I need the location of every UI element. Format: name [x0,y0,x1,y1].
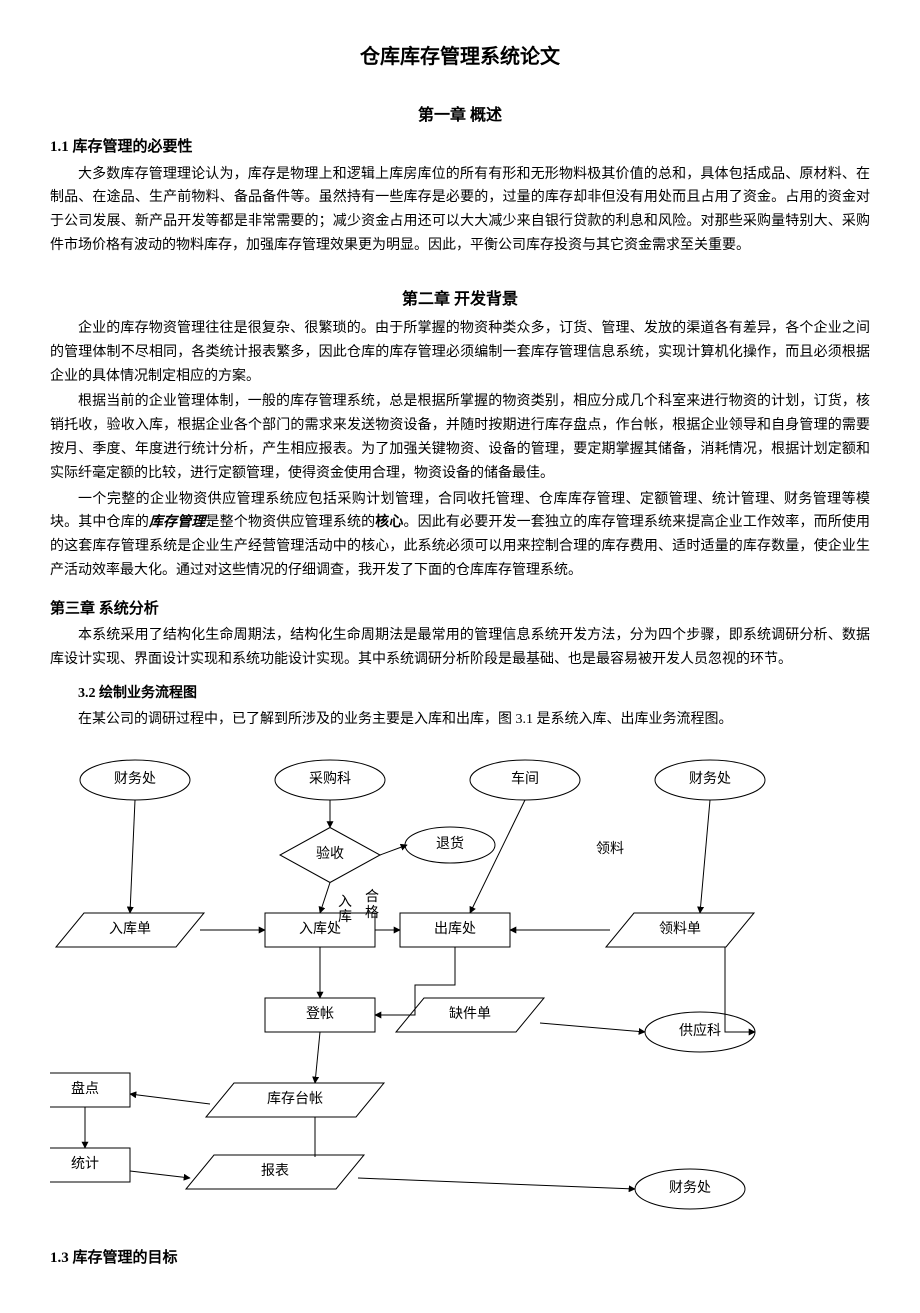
svg-text:盘点: 盘点 [71,1080,99,1097]
svg-text:入: 入 [338,895,352,910]
svg-text:财务处: 财务处 [689,771,731,787]
svg-text:合: 合 [365,889,379,905]
ch2-p3-bi: 库存管理 [149,515,206,530]
doc-title: 仓库库存管理系统论文 [50,40,870,74]
ch2-p1: 企业的库存物资管理往往是很复杂、很繁琐的。由于所掌握的物资种类众多，订货、管理、… [50,317,870,388]
svg-text:登帐: 登帐 [306,1006,334,1022]
ch2-p3: 一个完整的企业物资供应管理系统应包括采购计划管理，合同收托管理、仓库库存管理、定… [50,488,870,583]
svg-text:出库处: 出库处 [434,921,476,937]
svg-text:统计: 统计 [71,1156,99,1172]
svg-text:入库单: 入库单 [109,921,151,937]
svg-text:入库处: 入库处 [299,921,341,937]
svg-text:报表: 报表 [261,1163,289,1179]
svg-text:退货: 退货 [436,835,464,852]
ch2-p2: 根据当前的企业管理体制，一般的库存管理系统，总是根据所掌握的物资类别，相应分成几… [50,390,870,485]
chapter3-heading: 第三章 系统分析 [50,597,870,623]
flowchart-container: 财务处采购科车间财务处退货领料验收入库合格入库单入库处出库处领料单登帐缺件单供应… [50,740,870,1240]
ch3-p1: 本系统采用了结构化生命周期法，结构化生命周期法是最常用的管理信息系统开发方法，分… [50,624,870,672]
svg-text:财务处: 财务处 [669,1180,711,1196]
sec-3-2-p: 在某公司的调研过程中，已了解到所涉及的业务主要是入库和出库，图 3.1 是系统入… [50,708,870,732]
flowchart-svg: 财务处采购科车间财务处退货领料验收入库合格入库单入库处出库处领料单登帐缺件单供应… [50,740,870,1240]
svg-text:库存台帐: 库存台帐 [267,1091,323,1107]
chapter1-title: 第一章 概述 [50,102,870,129]
ch2-p3-mid: 是整个物资供应管理系统的 [206,515,376,530]
svg-text:供应科: 供应科 [679,1022,721,1039]
sec-1-1-p1: 大多数库存管理理论认为，库存是物理上和逻辑上库房库位的所有有形和无形物料极其价值… [50,163,870,258]
svg-text:车间: 车间 [511,770,539,787]
chapter2-title: 第二章 开发背景 [50,286,870,313]
svg-text:采购科: 采购科 [309,771,351,787]
sec-1-1-heading: 1.1 库存管理的必要性 [50,135,870,161]
svg-text:领料: 领料 [596,841,624,857]
svg-text:缺件单: 缺件单 [449,1006,491,1022]
svg-text:财务处: 财务处 [114,771,156,787]
svg-text:验收: 验收 [316,846,344,862]
sec-1-3-heading: 1.3 库存管理的目标 [50,1246,870,1272]
ch2-p3-bold: 核心 [375,515,403,530]
svg-text:领料单: 领料单 [659,921,701,937]
sec-3-2-heading: 3.2 绘制业务流程图 [50,682,870,706]
